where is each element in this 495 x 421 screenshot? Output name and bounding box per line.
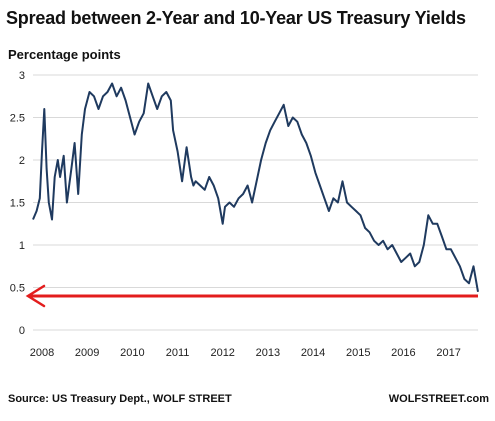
y-tick-labels: 0 0.5 1 1.5 2 2.5 3 — [10, 70, 25, 337]
x-tick-label: 2011 — [166, 347, 190, 359]
chart-title: Spread between 2-Year and 10-Year US Tre… — [6, 8, 466, 28]
series-line-0 — [32, 82, 479, 292]
source-note: Source: US Treasury Dept., WOLF STREET — [8, 393, 232, 405]
y-tick-label: 2 — [19, 155, 25, 167]
reference-line-group — [25, 284, 478, 308]
credit-label: WOLFSTREET.com — [388, 393, 489, 405]
y-axis-label: Percentage points — [8, 47, 121, 62]
x-tick-label: 2012 — [210, 347, 234, 359]
x-tick-label: 2010 — [120, 347, 144, 359]
y-tick-label: 1.5 — [10, 198, 25, 210]
series-group — [32, 82, 479, 292]
y-tick-label: 2.5 — [10, 113, 25, 125]
gridlines — [33, 74, 478, 331]
reference-arrow — [25, 284, 46, 308]
y-tick-label: 3 — [19, 70, 25, 82]
y-tick-label: 0 — [19, 325, 25, 337]
x-tick-labels: 2008 2009 2010 2011 2012 2013 2014 2015 2016 2017 — [30, 347, 461, 359]
x-tick-label: 2015 — [346, 347, 370, 359]
x-tick-label: 2009 — [75, 347, 99, 359]
y-tick-label: 0.5 — [10, 283, 25, 295]
x-tick-label: 2016 — [391, 347, 415, 359]
x-tick-label: 2008 — [30, 347, 54, 359]
x-tick-label: 2013 — [256, 347, 280, 359]
y-tick-label: 1 — [19, 240, 25, 252]
x-tick-label: 2014 — [301, 347, 325, 359]
x-tick-label: 2017 — [436, 347, 460, 359]
